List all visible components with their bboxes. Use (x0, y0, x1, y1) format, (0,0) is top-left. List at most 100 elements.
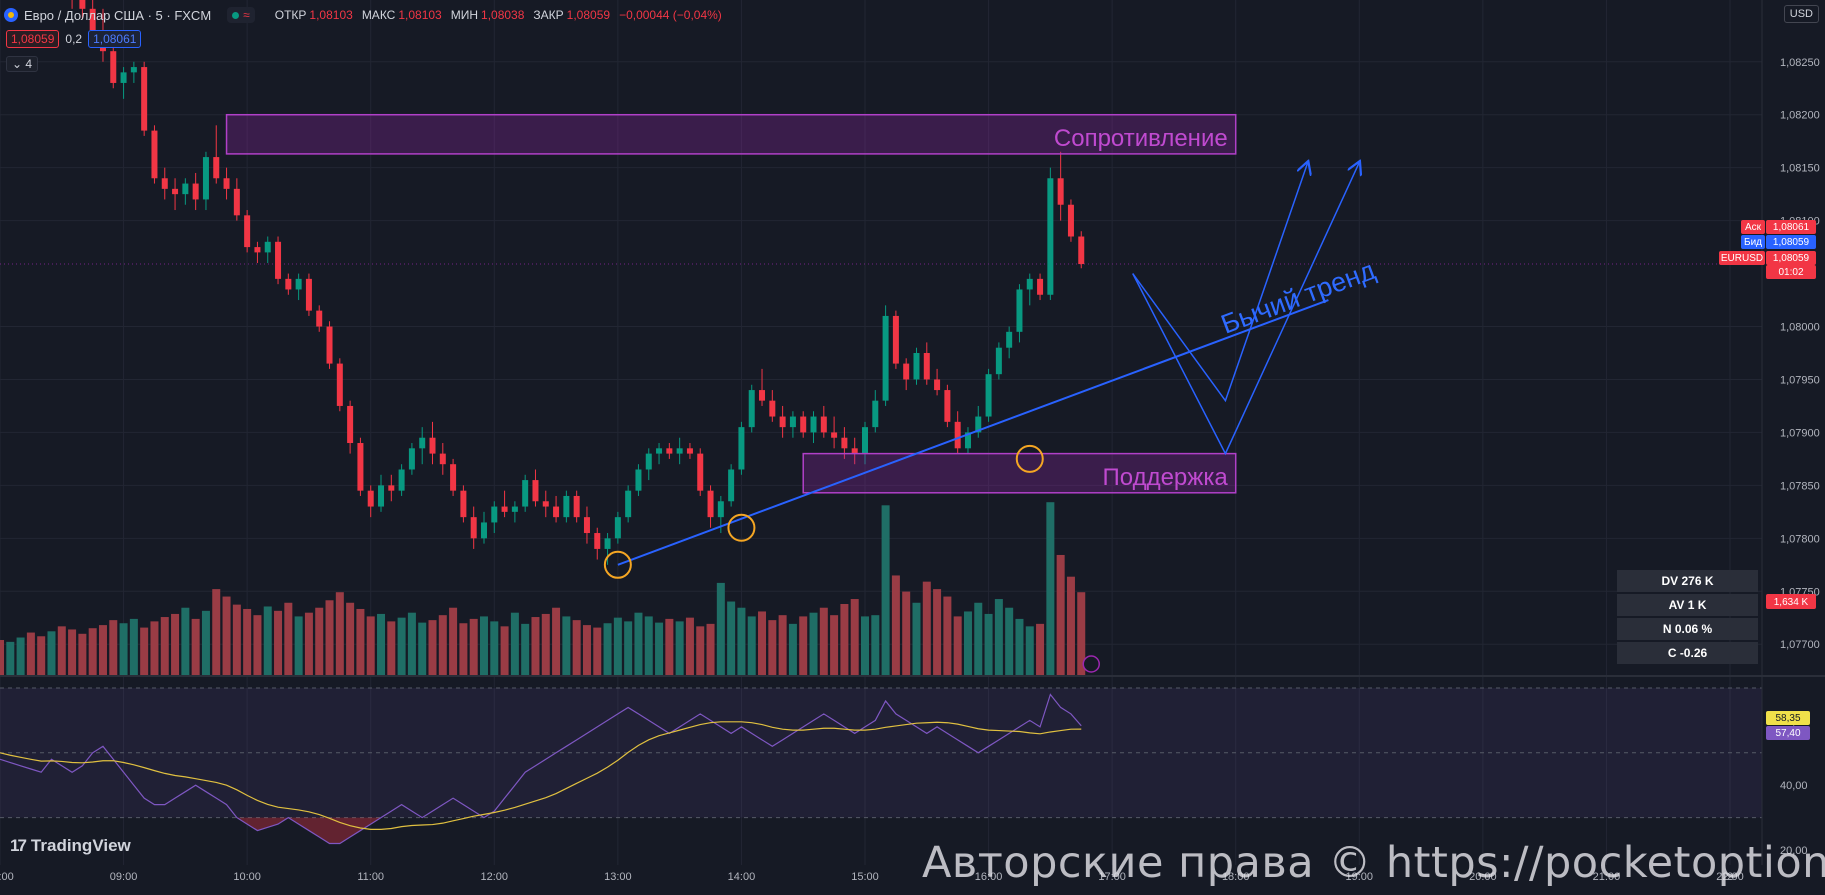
chevron-down-icon: ⌄ (12, 57, 22, 71)
volume-bar (851, 599, 859, 676)
stat-av: AV 1 K (1617, 594, 1758, 616)
candle-body (821, 417, 827, 433)
candle-body (213, 157, 219, 178)
candle-body (254, 247, 260, 252)
candle-body (522, 480, 528, 506)
resistance-label: Сопротивление (1054, 125, 1228, 152)
countdown: 01:02 (1778, 267, 1803, 278)
volume-bar (171, 614, 179, 676)
candle-body (460, 491, 466, 517)
volume-bar (27, 633, 35, 676)
volume-bar (717, 583, 725, 676)
volume-bar (284, 603, 292, 676)
volume-bar (645, 616, 653, 676)
candle-body (131, 67, 137, 72)
candle-body (481, 522, 487, 538)
candle-body (584, 517, 590, 533)
support-label: Поддержка (1103, 464, 1229, 491)
volume-bar (902, 592, 910, 676)
candle-body (625, 491, 631, 517)
volume-bar (830, 615, 838, 676)
candle-body (110, 51, 116, 83)
zones-layer[interactable]: Сопротивление Поддержка (227, 115, 1236, 493)
candle-body (728, 469, 734, 501)
volume-bar (511, 613, 519, 676)
volume-bar (470, 619, 478, 676)
candle-body (399, 469, 405, 490)
volume-bar (912, 603, 920, 676)
candle-body (1027, 279, 1033, 290)
volume-bar (810, 613, 818, 676)
candle-body (1047, 178, 1053, 294)
indicators-count: 4 (25, 57, 32, 71)
volume-bar (6, 642, 14, 676)
volume-bar (552, 608, 560, 676)
tradingview-logo[interactable]: 17 TradingView (10, 836, 131, 856)
time-tick: 15:00 (851, 871, 879, 883)
buy-price-button[interactable]: 1,08061 (88, 30, 141, 48)
ask-label: Аск (1745, 222, 1762, 233)
tradingview-mark-icon: 17 (10, 836, 25, 856)
volume-bar (964, 611, 972, 676)
candle-body (666, 448, 672, 453)
candle-body (986, 374, 992, 416)
volume-bar (923, 582, 931, 676)
candle-body (265, 242, 271, 253)
volume-bar (68, 629, 76, 676)
candle-body (574, 496, 580, 517)
volume-bar (253, 615, 261, 676)
volume-bar (99, 625, 107, 676)
volume-value: 1,634 K (1774, 597, 1809, 608)
volume-bar (501, 626, 509, 676)
candle-body (769, 401, 775, 417)
candle-body (677, 448, 683, 453)
indicators-toggle[interactable]: ⌄ 4 (6, 56, 38, 72)
volume-bar (130, 619, 138, 676)
candle-body (327, 327, 333, 364)
volume-bar (614, 618, 622, 676)
candle-body (1006, 332, 1012, 348)
volume-bar (696, 626, 704, 676)
candle-body (934, 379, 940, 390)
currency-flag-icon (4, 8, 18, 22)
volume-bar (58, 626, 66, 676)
volume-bar (676, 621, 684, 676)
candle-body (285, 279, 291, 290)
volume-bar (315, 608, 323, 676)
volume-bar (593, 628, 601, 676)
symbol-title[interactable]: Евро / Доллар США · 5 · FXCM (24, 8, 211, 23)
sell-price-button[interactable]: 1,08059 (6, 30, 59, 48)
volume-bar (274, 611, 282, 676)
volume-bar (356, 609, 364, 676)
candle-body (316, 311, 322, 327)
volume-bar (737, 608, 745, 676)
volume-bar (140, 628, 148, 676)
volume-bar (37, 636, 45, 676)
volume-bar (748, 616, 756, 676)
candle-body (388, 485, 394, 490)
replay-icon (1083, 656, 1099, 672)
volume-bar (89, 628, 97, 676)
currency-select[interactable]: USD (1784, 5, 1819, 23)
candle-body (1016, 289, 1022, 331)
volume-bar (109, 620, 117, 676)
ohlc-high-value: 1,08103 (398, 8, 441, 22)
market-status[interactable]: ≈ (227, 7, 255, 23)
candle-body (1037, 279, 1043, 295)
volume-bar (439, 615, 447, 676)
candle-body (224, 178, 230, 189)
candle-body (1078, 237, 1084, 265)
candle-body (337, 364, 343, 406)
price-tick: 1,08150 (1780, 163, 1820, 175)
candle-body (800, 417, 806, 433)
price-tick: 1,08200 (1780, 110, 1820, 122)
volume-bar (295, 616, 303, 676)
ask-value: 1,08061 (1773, 222, 1810, 233)
time-tick: 09:00 (110, 871, 138, 883)
price-tick: 1,07800 (1780, 533, 1820, 545)
volume-bar (1026, 626, 1034, 676)
candle-body (913, 353, 919, 379)
rsi-pane (0, 688, 1762, 844)
candle-body (759, 390, 765, 401)
